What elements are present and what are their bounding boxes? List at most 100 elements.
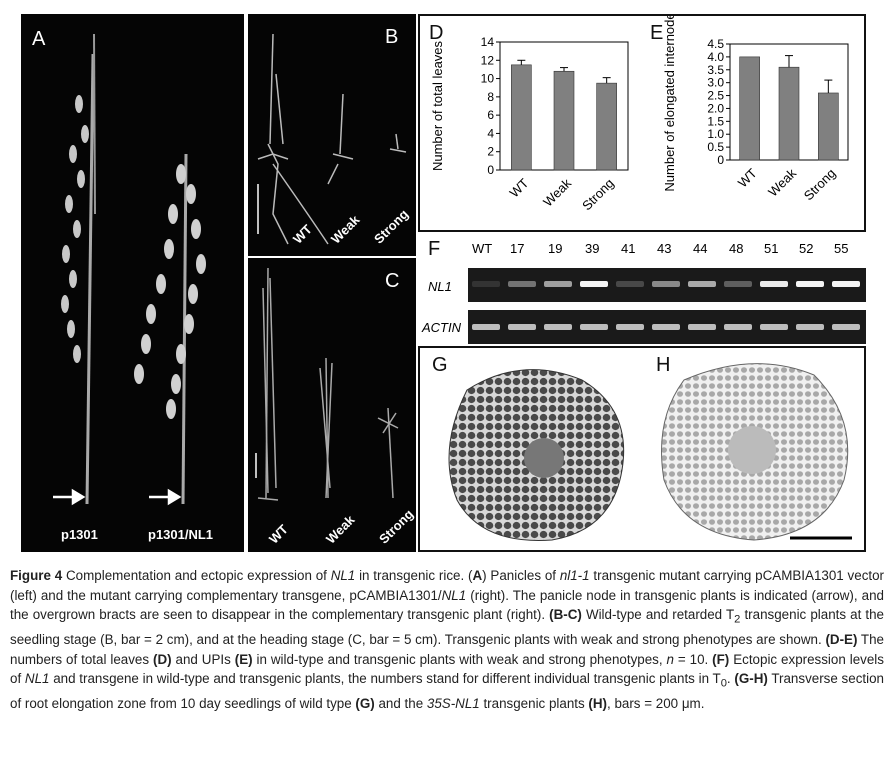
y-tick-label: 4.0 bbox=[707, 50, 724, 64]
bar bbox=[511, 64, 532, 171]
caption-gene: 35S-NL1 bbox=[426, 696, 480, 712]
y-tick-label: 2.5 bbox=[707, 89, 724, 103]
lane-label: 43 bbox=[657, 241, 672, 256]
lane-labels: WT 17 19 39 41 43 44 48 51 52 55 bbox=[468, 241, 864, 259]
panel-d-label: D bbox=[429, 22, 444, 44]
caption-gene: NL1 bbox=[24, 671, 50, 687]
gel-band-actin bbox=[616, 324, 644, 330]
caption-text: m. bbox=[689, 696, 705, 712]
gel-band-nl1 bbox=[724, 281, 752, 287]
panel-de-frame bbox=[418, 14, 866, 232]
x-tick-label: WT bbox=[735, 165, 760, 190]
y-tick-label: 1.0 bbox=[707, 127, 724, 141]
gel-band-actin bbox=[508, 324, 536, 330]
panel-h-root-section bbox=[661, 363, 852, 541]
x-tick-label: WT bbox=[507, 175, 532, 200]
panel-a-right-caption: p1301/NL1 bbox=[148, 527, 214, 542]
lane-label: 51 bbox=[764, 241, 779, 256]
caption-text: ) Panicles of bbox=[482, 568, 560, 583]
caption-panel-ref: (F) bbox=[712, 651, 730, 667]
lane-label: 52 bbox=[799, 241, 814, 256]
gel-row-label-nl1: NL1 bbox=[428, 279, 452, 294]
caption-panel-ref: (D-E) bbox=[825, 632, 858, 648]
panel-f-label: F bbox=[428, 238, 441, 260]
bar bbox=[818, 92, 839, 161]
caption-text: , bars = 200 bbox=[607, 696, 682, 712]
caption-fig: Figure 4 bbox=[10, 568, 63, 583]
caption-sub: 0 bbox=[720, 677, 727, 690]
panel-f: F WT 17 19 39 41 43 44 48 51 52 55 NL1 A… bbox=[418, 232, 866, 346]
lane-label: 48 bbox=[729, 241, 744, 256]
lane-label: 17 bbox=[510, 241, 525, 256]
caption-panel-ref: (B-C) bbox=[549, 607, 582, 622]
panel-b-seedlings-photo bbox=[257, 33, 407, 245]
caption-text: and transgene in wild-type and transgeni… bbox=[49, 671, 721, 687]
caption-panel-ref: (G-H) bbox=[734, 671, 768, 687]
chart-total-leaves: 0 2 4 6 8 10 12 14 WT Weak Strong Number of total l… bbox=[430, 35, 629, 214]
caption-text: Wild-type and retarded T bbox=[581, 607, 735, 622]
panel-a: A p1301 p1301/NL1 bbox=[21, 14, 244, 552]
lane-label: WT bbox=[472, 241, 493, 256]
gel-band-nl1 bbox=[832, 281, 860, 287]
gel-band-nl1 bbox=[544, 281, 572, 287]
panel-c: C WT Weak Strong bbox=[248, 258, 416, 552]
x-tick-label: Weak bbox=[540, 175, 574, 209]
panel-c-plants-photo bbox=[255, 267, 399, 501]
gel-band-actin bbox=[796, 324, 824, 330]
caption-panel-ref: (H) bbox=[588, 696, 608, 712]
caption-gene: nl1-1 bbox=[559, 568, 590, 583]
panel-c-label: C bbox=[385, 270, 400, 292]
x-tick-label: Strong bbox=[579, 176, 617, 214]
y-axis-label: Number of total leaves bbox=[430, 40, 445, 171]
y-tick-label: 4 bbox=[487, 126, 494, 140]
caption-text: = 10. bbox=[673, 651, 713, 667]
gel-band-actin bbox=[580, 324, 608, 330]
bar bbox=[778, 66, 800, 161]
bar bbox=[596, 82, 617, 171]
caption-panel-ref: A bbox=[472, 568, 483, 583]
caption-text: Complementation and ectopic expression o… bbox=[62, 568, 331, 583]
y-tick-label: 6 bbox=[487, 108, 494, 122]
lane-label: 41 bbox=[621, 241, 636, 256]
y-tick-label: 0 bbox=[717, 153, 724, 167]
gel-band-nl1 bbox=[760, 281, 788, 287]
lane-label: 39 bbox=[585, 241, 600, 256]
caption-text: in wild-type and transgenic plants with … bbox=[252, 651, 667, 667]
gel-band-actin bbox=[832, 324, 860, 330]
caption-var: n bbox=[666, 651, 674, 667]
caption-text: in transgenic rice. ( bbox=[355, 568, 473, 583]
caption-text: Ectopic expression levels of bbox=[10, 651, 884, 687]
gel-row-label-actin: ACTIN bbox=[422, 320, 461, 335]
panel-g-root-section bbox=[448, 369, 625, 541]
gel-band-actin bbox=[724, 324, 752, 330]
y-tick-label: 1.5 bbox=[707, 114, 724, 128]
y-tick-label: 4.5 bbox=[707, 37, 724, 51]
caption-sub: 2 bbox=[734, 613, 741, 626]
caption-text: transgenic plants bbox=[479, 696, 589, 712]
panel-a-panicles-photo bbox=[53, 33, 206, 506]
caption-text: Transverse section of root elongation zo… bbox=[10, 671, 884, 712]
caption-text: μ bbox=[681, 696, 690, 712]
y-tick-label: 14 bbox=[481, 35, 495, 49]
y-tick-label: 0.5 bbox=[707, 140, 724, 154]
caption-panel-ref: (D) bbox=[153, 651, 172, 667]
gel-band-actin bbox=[760, 324, 788, 330]
y-tick-label: 12 bbox=[481, 53, 495, 67]
panel-g-label: G bbox=[432, 354, 448, 376]
x-tick-label: Weak bbox=[765, 165, 799, 199]
y-axis-label: Number of elongated internode bbox=[662, 16, 677, 192]
gel-band-nl1 bbox=[580, 281, 608, 287]
lane-label: 44 bbox=[693, 241, 708, 256]
y-tick-label: 8 bbox=[487, 90, 494, 104]
caption-gene: NL1 bbox=[330, 568, 356, 583]
x-tick-label: Strong bbox=[801, 166, 839, 204]
gel-band-nl1 bbox=[616, 281, 644, 287]
panel-h-label: H bbox=[656, 354, 671, 376]
figure-caption: Figure 4 Complementation and ectopic exp… bbox=[10, 566, 884, 714]
panel-b-label: B bbox=[385, 26, 399, 48]
lane-label: 55 bbox=[834, 241, 849, 256]
gel-image bbox=[468, 268, 866, 344]
chart-elongated-internode: 00.51.01.52.02.53.03.54.04.5 WT Weak Strong… bbox=[662, 16, 849, 204]
y-tick-label: 0 bbox=[487, 163, 494, 177]
caption-gene: NL1 bbox=[441, 587, 467, 603]
